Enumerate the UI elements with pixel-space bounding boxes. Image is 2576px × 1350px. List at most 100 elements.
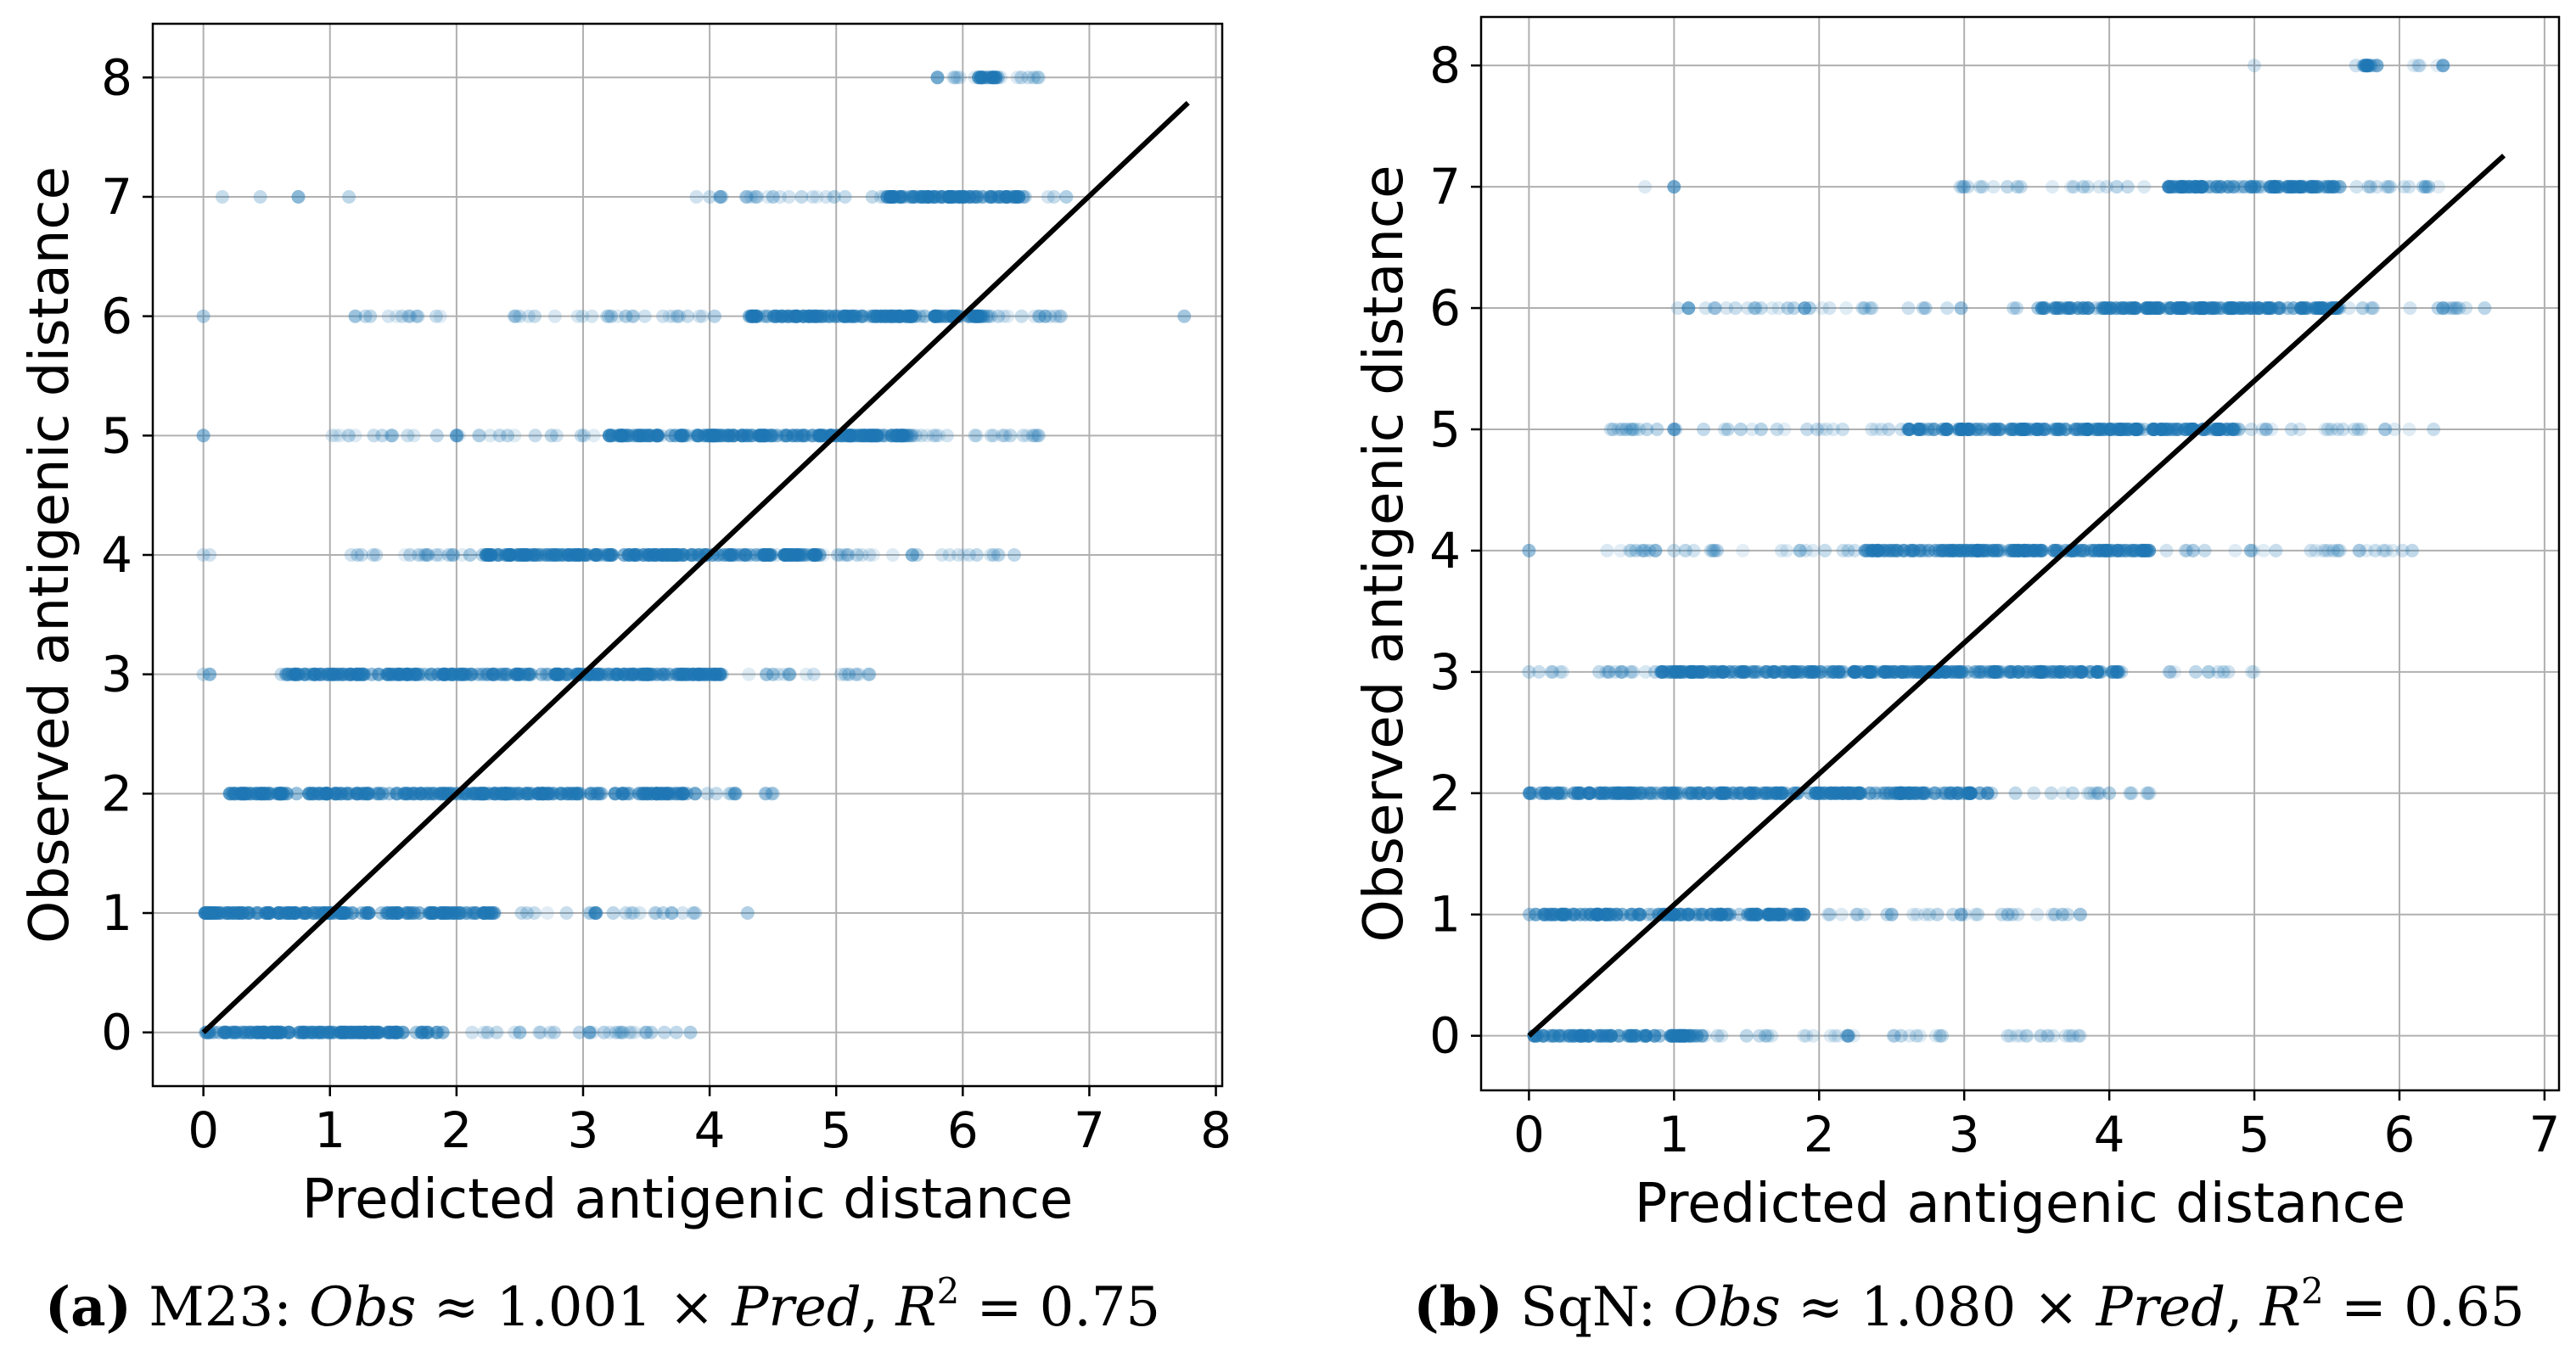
data-point — [986, 70, 1001, 85]
data-point — [766, 667, 780, 681]
data-point — [828, 190, 842, 204]
data-point — [242, 906, 256, 920]
data-point — [1611, 423, 1625, 436]
data-point — [2129, 423, 2143, 436]
data-point — [2228, 543, 2242, 557]
data-point — [2168, 664, 2181, 679]
data-point — [946, 70, 961, 85]
data-point — [2080, 423, 2095, 436]
data-point — [2081, 301, 2096, 316]
y-tick-label: 2 — [101, 765, 132, 822]
data-point — [1806, 1028, 1821, 1043]
caption-sep-b: , — [2225, 1276, 2260, 1339]
data-point — [862, 667, 877, 681]
data-point — [539, 548, 553, 562]
data-point — [344, 667, 358, 681]
data-point — [375, 429, 390, 443]
data-point — [2244, 423, 2259, 436]
data-point — [944, 190, 958, 204]
data-point — [577, 429, 591, 443]
caption-approx-b: ≈ 1.080 × — [1781, 1276, 2096, 1339]
data-point — [639, 1025, 654, 1039]
data-point — [847, 309, 861, 323]
data-point — [584, 787, 598, 801]
data-point — [1522, 664, 1536, 679]
data-point — [1810, 423, 1824, 436]
fit-line-b — [1527, 154, 2506, 1038]
data-point — [1780, 543, 1794, 557]
data-point — [1546, 907, 1560, 921]
data-point — [2005, 907, 2019, 921]
data-point — [1851, 786, 1866, 800]
data-point — [559, 667, 573, 681]
data-point — [320, 667, 334, 681]
data-point — [1862, 301, 1877, 316]
data-point — [2092, 786, 2107, 800]
data-point — [2018, 423, 2033, 436]
data-point — [413, 787, 428, 801]
data-point — [1614, 664, 1628, 679]
data-point — [1614, 664, 1628, 679]
data-point — [622, 1025, 637, 1039]
data-point — [1918, 301, 1933, 316]
data-point — [364, 667, 379, 681]
data-point — [1549, 786, 1563, 800]
data-point — [991, 309, 1006, 323]
data-point — [1922, 543, 1936, 557]
data-point — [418, 548, 432, 562]
data-point — [1973, 786, 1987, 800]
data-point — [2377, 423, 2392, 436]
data-point — [865, 190, 879, 204]
data-point — [2178, 543, 2192, 557]
data-point — [670, 787, 684, 801]
data-point — [1799, 1028, 1814, 1043]
data-point — [534, 787, 548, 801]
data-point — [409, 309, 424, 323]
data-point — [336, 906, 351, 920]
data-point — [552, 667, 566, 681]
data-point — [412, 667, 425, 681]
data-point — [1594, 1028, 1608, 1043]
data-point — [604, 309, 619, 323]
data-point — [2422, 180, 2436, 194]
data-point — [1672, 1028, 1686, 1043]
data-point — [471, 667, 485, 681]
data-point — [2315, 543, 2330, 557]
data-point — [1814, 664, 1828, 679]
x-tick-label: 1 — [314, 1101, 345, 1159]
data-point — [849, 667, 863, 681]
data-point — [1849, 907, 1863, 921]
data-point — [746, 309, 760, 323]
data-point — [782, 667, 796, 681]
data-point — [849, 667, 863, 681]
data-point — [2281, 180, 2295, 194]
data-point — [1043, 309, 1058, 323]
data-point — [350, 1025, 364, 1039]
data-point — [520, 906, 535, 920]
data-point — [1555, 664, 1569, 679]
data-point — [2096, 423, 2110, 436]
data-point — [1797, 1028, 1811, 1043]
data-point — [1828, 1028, 1842, 1043]
points-b — [1522, 59, 2492, 1043]
data-point — [2009, 1028, 2023, 1043]
data-point — [274, 667, 289, 681]
data-point — [597, 1025, 611, 1039]
y-tick-label: 1 — [101, 884, 132, 942]
data-point — [1720, 301, 1733, 316]
data-point — [1003, 429, 1018, 443]
data-point — [1667, 543, 1681, 557]
data-point — [480, 1025, 495, 1039]
data-point — [2003, 1028, 2018, 1043]
data-point — [926, 429, 940, 443]
data-point — [464, 667, 479, 681]
data-point — [659, 787, 674, 801]
data-point — [296, 1025, 311, 1039]
data-point — [1940, 301, 1955, 316]
data-point — [1954, 301, 1968, 316]
data-point — [2091, 786, 2105, 800]
data-point — [2332, 543, 2347, 557]
data-point — [760, 309, 774, 323]
data-point — [1933, 1028, 1947, 1043]
data-point — [838, 190, 852, 204]
